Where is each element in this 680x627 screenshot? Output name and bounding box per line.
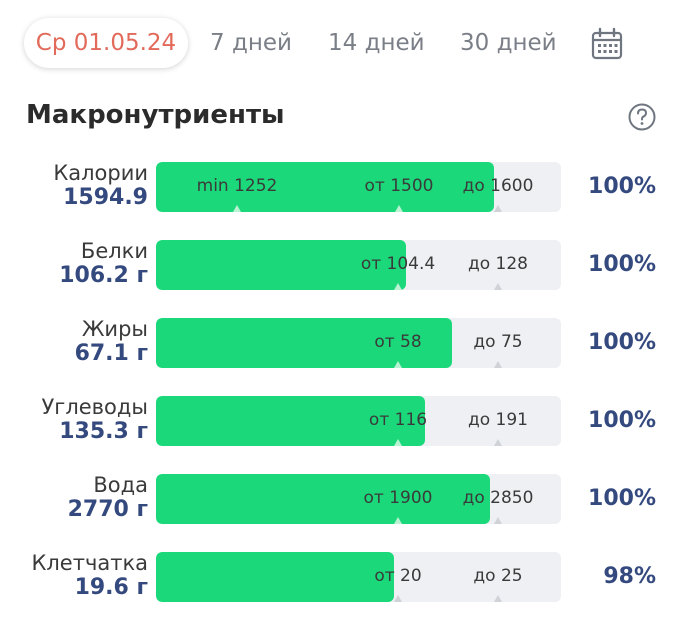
macro-row: Калории 1594.9 min 1252 от 1500 до 1600 100% <box>0 160 680 214</box>
macro-value: 67.1 г <box>74 341 148 366</box>
threshold-label: от 1500 <box>364 176 434 196</box>
threshold-tick <box>494 517 502 524</box>
macro-name: Жиры <box>81 317 148 341</box>
calendar-icon[interactable] <box>590 27 624 61</box>
threshold-tick <box>395 205 403 212</box>
macro-name: Клетчатка <box>31 551 148 575</box>
macro-row: Вода 2770 г от 1900 до 2850 100% <box>0 472 680 526</box>
progress-track: min 1252 от 1500 до 1600 <box>156 162 561 212</box>
threshold-label: до 128 <box>467 254 529 274</box>
threshold-tick <box>394 517 402 524</box>
progress-track: от 104.4 до 128 <box>156 240 561 290</box>
macro-row: Белки 106.2 г от 104.4 до 128 100% <box>0 238 680 292</box>
progress-fill <box>156 474 491 524</box>
tab-14-days[interactable]: 14 дней <box>328 30 425 56</box>
threshold-label: до 1600 <box>462 176 534 196</box>
threshold-label: до 191 <box>467 410 529 430</box>
progress-fill <box>156 552 395 602</box>
threshold-tick <box>494 595 502 602</box>
progress-fill <box>156 240 407 290</box>
macro-label: Белки 106.2 г <box>59 239 148 288</box>
progress-fill <box>156 318 453 368</box>
macro-value: 19.6 г <box>74 575 148 600</box>
threshold-label: от 1900 <box>363 488 433 508</box>
percent-value: 100% <box>588 330 656 355</box>
macro-row: Жиры 67.1 г от 58 до 75 100% <box>0 316 680 370</box>
macro-label: Углеводы 135.3 г <box>42 395 149 444</box>
threshold-label: до 2850 <box>462 488 534 508</box>
period-tabs: Ср 01.05.24 7 дней 14 дней 30 дней <box>24 18 664 68</box>
macro-name: Калории <box>53 161 148 185</box>
threshold-tick <box>394 595 402 602</box>
threshold-tick <box>233 205 241 212</box>
percent-value: 98% <box>603 564 656 589</box>
percent-value: 100% <box>588 252 656 277</box>
macro-row: Углеводы 135.3 г от 116 до 191 100% <box>0 394 680 448</box>
macro-name: Белки <box>80 239 148 263</box>
macro-value: 135.3 г <box>59 419 148 444</box>
threshold-label: от 20 <box>374 566 422 586</box>
macro-label: Вода 2770 г <box>68 473 148 522</box>
tab-30-days[interactable]: 30 дней <box>460 30 557 56</box>
percent-value: 100% <box>588 486 656 511</box>
threshold-tick <box>394 439 402 446</box>
percent-value: 100% <box>588 408 656 433</box>
threshold-tick <box>494 361 502 368</box>
progress-track: от 1900 до 2850 <box>156 474 561 524</box>
macro-label: Клетчатка 19.6 г <box>31 551 148 600</box>
threshold-tick <box>394 361 402 368</box>
tab-7-days[interactable]: 7 дней <box>210 30 292 56</box>
macro-name: Вода <box>93 473 148 497</box>
tab-current-date[interactable]: Ср 01.05.24 <box>24 18 188 68</box>
threshold-tick <box>394 283 402 290</box>
threshold-label: до 75 <box>473 332 523 352</box>
progress-fill <box>156 396 425 446</box>
threshold-tick <box>494 283 502 290</box>
macro-label: Калории 1594.9 <box>53 161 148 210</box>
section-title: Макронутриенты <box>26 100 285 130</box>
macro-row: Клетчатка 19.6 г от 20 до 25 98% <box>0 550 680 604</box>
macro-value: 1594.9 <box>63 185 148 210</box>
progress-track: от 20 до 25 <box>156 552 561 602</box>
progress-track: от 116 до 191 <box>156 396 561 446</box>
progress-fill <box>156 162 494 212</box>
threshold-label: от 104.4 <box>360 254 436 274</box>
threshold-label: от 58 <box>374 332 422 352</box>
threshold-tick <box>494 439 502 446</box>
percent-value: 100% <box>588 174 656 199</box>
threshold-label: до 25 <box>473 566 523 586</box>
question-circle-icon[interactable] <box>627 102 657 132</box>
threshold-label: min 1252 <box>196 176 278 196</box>
macro-name: Углеводы <box>41 395 149 419</box>
macro-label: Жиры 67.1 г <box>75 317 148 366</box>
macro-value: 2770 г <box>67 497 148 522</box>
threshold-label: от 116 <box>368 410 428 430</box>
progress-track: от 58 до 75 <box>156 318 561 368</box>
macro-value: 106.2 г <box>59 263 148 288</box>
threshold-tick <box>494 205 502 212</box>
